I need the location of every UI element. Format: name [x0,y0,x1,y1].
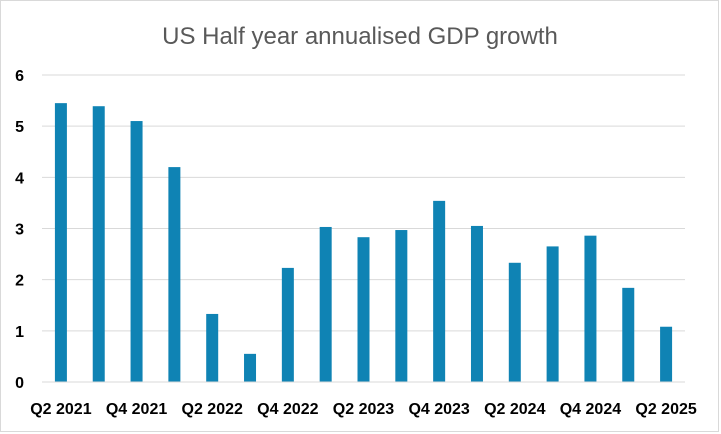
bars [54,103,673,383]
bar [546,246,559,382]
x-tick-label: Q4 2021 [106,401,167,418]
bar [206,313,219,382]
chart-title: US Half year annualised GDP growth [162,23,558,50]
bar [508,262,521,382]
bar [244,353,257,382]
y-tick-labels: 0 1 2 3 4 5 6 [15,68,24,392]
bar [433,200,446,382]
y-tick-label: 1 [15,324,24,341]
bar [92,106,105,382]
x-tick-labels: Q2 2021 Q4 2021 Q2 2022 Q4 2022 Q2 2023 Q4 20… [30,401,697,418]
bar [622,287,635,382]
x-tick-label: Q4 2022 [257,401,318,418]
x-tick-label: Q4 2024 [560,401,621,418]
bar [470,225,483,382]
bar [357,237,370,382]
y-tick-label: 3 [15,222,24,239]
bar [130,121,143,383]
y-tick-label: 5 [15,119,24,136]
bar [584,235,597,382]
bar [281,267,294,382]
bar [395,230,408,382]
y-tick-label: 2 [15,273,24,290]
y-tick-label: 6 [15,68,24,85]
bar [54,103,67,383]
x-tick-label: Q2 2021 [30,401,91,418]
x-tick-label: Q2 2024 [484,401,545,418]
gridlines [42,74,685,332]
bar [660,326,673,382]
x-tick-label: Q2 2022 [182,401,243,418]
bar [319,226,332,382]
x-tick-label: Q4 2023 [408,401,469,418]
y-tick-label: 4 [15,170,24,187]
x-tick-label: Q2 2025 [635,401,696,418]
y-tick-label: 0 [15,375,24,392]
x-tick-label: Q2 2023 [333,401,394,418]
bar [168,167,181,382]
